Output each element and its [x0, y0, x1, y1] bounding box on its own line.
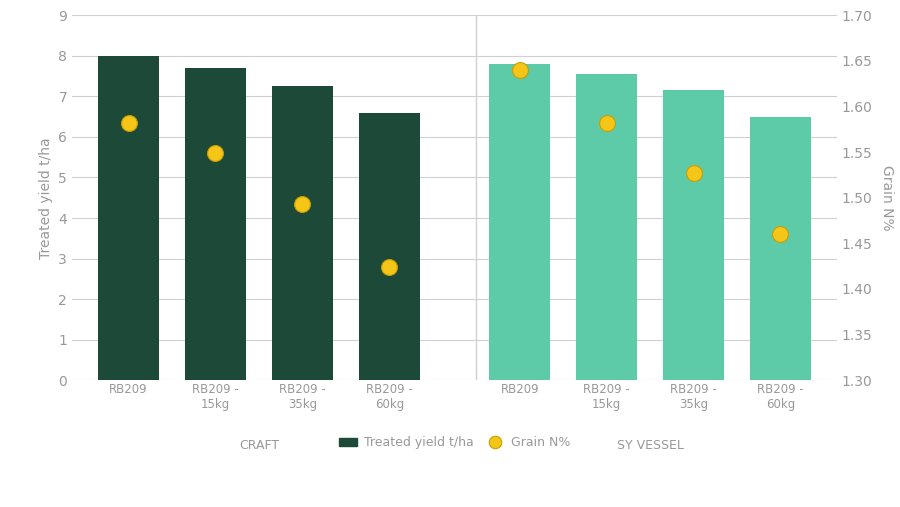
Bar [98, 56, 159, 380]
Bar [185, 68, 246, 380]
Point [687, 169, 701, 177]
Y-axis label: Grain N%: Grain N% [879, 165, 894, 231]
Point [382, 263, 397, 271]
Bar [750, 117, 811, 380]
Bar [359, 113, 419, 380]
Bar [490, 64, 550, 380]
Point [122, 119, 136, 127]
Text: CRAFT: CRAFT [238, 439, 279, 452]
Point [295, 200, 310, 208]
Bar [663, 90, 724, 380]
Bar [576, 74, 637, 380]
Point [773, 230, 788, 238]
Point [512, 66, 526, 74]
Legend: Treated yield t/ha, Grain N%: Treated yield t/ha, Grain N% [334, 431, 575, 454]
Point [599, 119, 614, 127]
Bar [272, 86, 333, 380]
Point [208, 149, 222, 157]
Text: SY VESSEL: SY VESSEL [616, 439, 683, 452]
Y-axis label: Treated yield t/ha: Treated yield t/ha [39, 137, 53, 259]
